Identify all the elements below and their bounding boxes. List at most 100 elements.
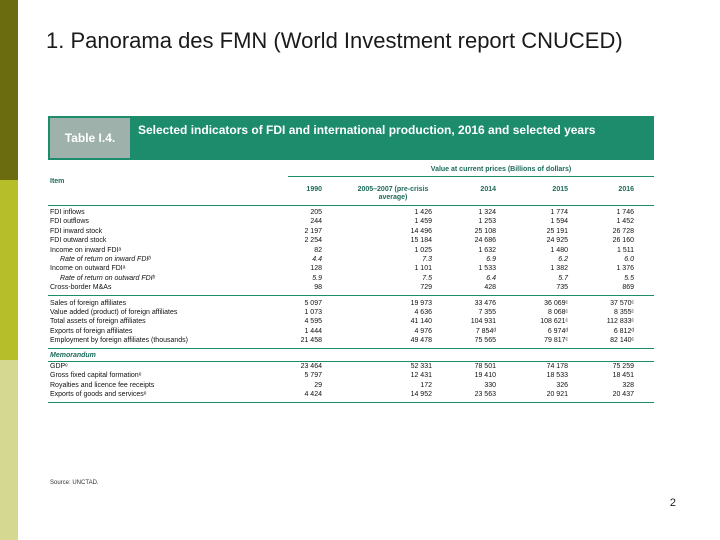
table-tag: Table I.4. [50,118,130,158]
row-value: 25 108 [474,227,496,235]
row-value: 104 931 [470,318,496,326]
table-row: Rate of return on outward FDIᵇ 5.9 7.5 6.4 5… [48,274,654,283]
accent-block-light [0,360,18,540]
table-row: Gross fixed capital formationᵉ 5 797 12 43… [48,371,654,380]
table-row: Rate of return on inward FDIᵇ 4.4 7.3 6.9 6.… [48,255,654,264]
row-value: 1 452 [616,218,634,226]
column-header-2014: 2014 [480,186,496,193]
row-value: 25 191 [546,227,568,235]
row-value: 8 355ᶜ [614,309,634,316]
accent-block-dark [0,0,18,180]
row-value: 1 025 [414,246,432,254]
table-row: Exports of foreign affiliates 1 444 4 976 7… [48,327,654,336]
row-value: 8 068ᶜ [548,309,568,316]
row-value: 1 594 [550,218,568,226]
row-label: Royalties and licence fee receipts [50,381,155,389]
column-header-2005-2007: 2005–2007 (pre-crisis average) [357,186,429,201]
row-value: 82 [314,246,322,254]
row-label: Exports of foreign affiliates [50,327,133,335]
row-value: 244 [310,218,322,226]
row-value: 18 451 [612,372,634,380]
row-label: FDI outflows [50,218,89,226]
row-value: 6.4 [486,274,496,282]
table-banner: Table I.4. Selected indicators of FDI an… [48,116,654,160]
row-value: 7.5 [422,274,432,282]
fdi-table: Table I.4. Selected indicators of FDI an… [48,116,654,486]
row-value: 4 636 [414,309,432,316]
row-value: 4.4 [312,256,322,263]
row-value: 1 253 [478,218,496,226]
column-header-1990: 1990 [306,186,322,193]
row-value: 29 [314,381,322,389]
table-row: Value added (product) of foreign affilia… [48,308,654,317]
section-rule [48,294,654,296]
item-column-header: Item [50,178,65,185]
table-row: FDI inflows 205 1 426 1 324 1 774 1 746 [48,208,654,217]
row-value: 735 [556,284,568,292]
row-value: 15 184 [410,237,432,245]
table-row: FDI outflows 244 1 459 1 253 1 594 1 452 [48,217,654,226]
row-value: 1 101 [414,265,432,273]
row-label: Cross-border M&As [50,284,112,292]
row-value: 4 976 [414,327,432,335]
memorandum-label: Memorandum [50,351,96,359]
table-row: Sales of foreign affiliates 5 097 19 973 33… [48,299,654,308]
page-number: 2 [669,497,676,509]
column-header-2016: 2016 [618,186,634,193]
row-value: 1 426 [414,209,432,216]
row-value: 36 069ᶜ [544,299,568,307]
row-value: 1 073 [304,309,322,316]
section-rule [48,347,654,349]
row-label: Rate of return on outward FDIᵇ [60,274,155,282]
row-value: 4 595 [304,318,322,326]
table-row: GDPᵉ 23 464 52 331 78 501 74 178 75 259 [48,362,654,371]
row-value: 330 [484,381,496,389]
row-value: 75 259 [612,363,634,370]
row-label: Rate of return on inward FDIᵇ [60,256,151,263]
column-header-2015: 2015 [552,186,568,193]
row-value: 1 324 [478,209,496,216]
table-bottom-rule [48,401,654,403]
header-rule [288,176,654,177]
row-label: Employment by foreign affiliates (thousa… [50,337,188,345]
row-value: 2 254 [304,237,322,245]
row-value: 328 [622,381,634,389]
row-label: Gross fixed capital formationᵉ [50,372,142,380]
table-source: Source: UNCTAD. [50,480,99,486]
header-bottom-rule [48,205,654,206]
row-label: Sales of foreign affiliates [50,299,127,307]
table-title: Selected indicators of FDI and internati… [138,123,596,137]
table-row: Exports of goods and servicesᵉ 4 424 14 95… [48,390,654,399]
row-value: 26 728 [612,227,634,235]
row-label: FDI outward stock [50,237,107,245]
table-row: Cross-border M&As 98 729 428 735 869 [48,283,654,292]
row-value: 14 496 [410,227,432,235]
row-value: 19 410 [474,372,496,380]
row-value: 5.9 [312,274,322,282]
row-value: 7.3 [422,256,432,263]
row-label: Value added (product) of foreign affilia… [50,309,178,316]
row-label: Total assets of foreign affiliates [50,318,146,326]
left-accent-bar [0,0,18,540]
row-value: 6 974ᵈ [547,327,568,335]
row-value: 108 621ᶜ [540,318,568,326]
row-value: 37 570ᶜ [610,299,634,307]
table-row: FDI inward stock 2 197 14 496 25 108 25 191 2… [48,227,654,236]
row-value: 7 355 [478,309,496,316]
row-value: 19 973 [410,299,432,307]
row-value: 1 459 [414,218,432,226]
row-value: 21 458 [300,337,322,345]
row-value: 172 [420,381,432,389]
row-label: Income on inward FDIᵃ [50,246,122,254]
row-value: 82 140ᶜ [610,337,634,345]
row-value: 23 563 [474,391,496,399]
row-value: 1 382 [550,265,568,273]
row-value: 1 444 [304,327,322,335]
table-row: Income on inward FDIᵃ 82 1 025 1 632 1 480 1 … [48,246,654,255]
row-value: 4 424 [304,391,322,399]
memo-rule [48,361,654,362]
row-value: 2 197 [304,227,322,235]
row-value: 112 833ᶜ [606,318,634,326]
slide-title: 1. Panorama des FMN (World Investment re… [46,28,623,53]
row-value: 20 437 [612,391,634,399]
